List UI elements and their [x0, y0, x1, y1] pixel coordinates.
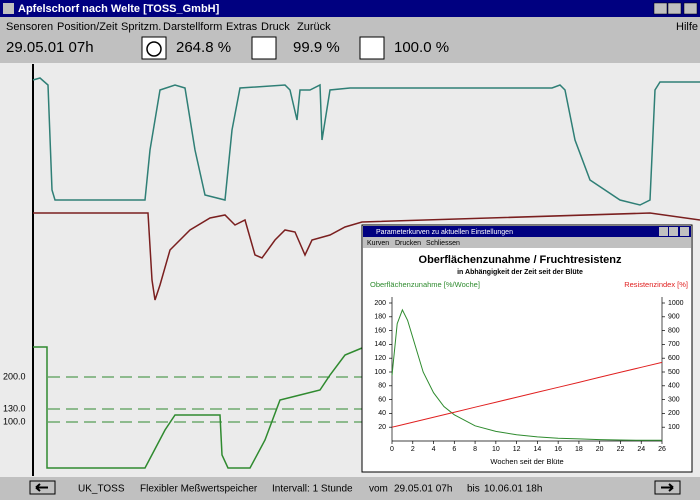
- apple-icon: [146, 41, 162, 57]
- x-tick-label: 22: [617, 446, 625, 453]
- chart-title: Oberflächenzunahme / Fruchtresistenz: [419, 254, 622, 266]
- y-tick-label: 180: [374, 314, 386, 321]
- reading: 100.0 %: [394, 39, 449, 56]
- x-tick-label: 20: [596, 446, 604, 453]
- x-tick-label: 8: [473, 446, 477, 453]
- level-label: 100.0: [3, 416, 26, 426]
- y2-tick-label: 600: [668, 355, 680, 362]
- status-text: 29.05.01 07h: [394, 484, 452, 495]
- x-tick-label: 12: [513, 446, 521, 453]
- y2-tick-label: 500: [668, 369, 680, 376]
- level-label: 200.0: [3, 371, 26, 381]
- trace: [33, 212, 700, 301]
- menu-item[interactable]: Darstellform: [163, 21, 222, 33]
- x-tick-label: 2: [411, 446, 415, 453]
- status-text: bis: [467, 484, 480, 495]
- maximize-button[interactable]: [667, 2, 682, 15]
- close-button[interactable]: [683, 2, 698, 15]
- y2-tick-label: 800: [668, 327, 680, 334]
- x-tick-label: 4: [432, 446, 436, 453]
- reading: 99.9 %: [293, 39, 340, 56]
- x-tick-label: 0: [390, 446, 394, 453]
- x-tick-label: 10: [492, 446, 500, 453]
- status-text: Flexibler Meßwertspeicher: [140, 484, 258, 495]
- y-tick-label: 80: [378, 383, 386, 390]
- level-label: 130.0: [3, 403, 26, 413]
- popup-menu-bar: [363, 237, 691, 248]
- y-tick-label: 140: [374, 341, 386, 348]
- y-tick-label: 60: [378, 396, 386, 403]
- title-bar: [0, 0, 700, 17]
- arrow-icon: [35, 483, 48, 492]
- chart-subtitle: in Abhängigkeit der Zeit seit der Blüte: [457, 269, 583, 276]
- y-tick-label: 40: [378, 410, 386, 417]
- trace: [32, 77, 700, 206]
- popup-title: Parameterkurven zu aktuellen Einstellung…: [376, 229, 513, 236]
- arrow-icon: [661, 483, 674, 492]
- menu-item[interactable]: Druck: [261, 21, 290, 33]
- x-tick-label: 18: [575, 446, 583, 453]
- menu-item[interactable]: Drucken: [395, 240, 421, 247]
- y-tick-label: 200: [374, 300, 386, 307]
- menu-item[interactable]: Extras: [226, 21, 258, 33]
- y2-tick-label: 1000: [668, 300, 684, 307]
- reading: 264.8 %: [176, 39, 231, 56]
- trace: [33, 346, 363, 469]
- y2-tick-label: 300: [668, 396, 680, 403]
- y2-tick-label: 200: [668, 410, 680, 417]
- menu-item[interactable]: Hilfe: [676, 21, 698, 33]
- y2-tick-label: 900: [668, 314, 680, 321]
- system-menu[interactable]: [3, 3, 14, 14]
- menu-item[interactable]: Schliessen: [426, 240, 460, 247]
- status-text: Intervall: 1 Stunde: [272, 484, 353, 495]
- status-text: UK_TOSS: [78, 484, 125, 495]
- y2-tick-label: 100: [668, 424, 680, 431]
- y2-tick-label: 400: [668, 383, 680, 390]
- menu-item[interactable]: Position/Zeit: [57, 21, 118, 33]
- minimize-button[interactable]: [659, 227, 668, 236]
- popup-title-bar: [363, 226, 691, 237]
- popup-window: Parameterkurven zu aktuellen Einstellung…: [361, 224, 693, 473]
- x-tick-label: 24: [637, 446, 645, 453]
- series-line: [391, 308, 662, 441]
- x-axis-label: Wochen seit der Blüte: [490, 457, 563, 466]
- y-tick-label: 100: [374, 369, 386, 376]
- minimize-button[interactable]: [653, 2, 668, 15]
- close-button[interactable]: [680, 227, 689, 236]
- y2-tick-label: 700: [668, 341, 680, 348]
- y-tick-label: 20: [378, 424, 386, 431]
- popup-frame: [361, 224, 693, 473]
- status-text: vom: [369, 484, 388, 495]
- y-tick-label: 160: [374, 327, 386, 334]
- menu-item[interactable]: Sensoren: [6, 21, 53, 33]
- menu-item[interactable]: Kurven: [367, 240, 389, 247]
- menu-item[interactable]: Zurück: [297, 21, 331, 33]
- datetime: 29.05.01 07h: [6, 39, 94, 56]
- status-text: 10.06.01 18h: [484, 484, 542, 495]
- y2-axis-label: Resistenzindex [%]: [624, 280, 688, 289]
- maximize-button[interactable]: [669, 227, 678, 236]
- series-line: [391, 361, 663, 428]
- x-tick-label: 6: [452, 446, 456, 453]
- x-tick-label: 14: [533, 446, 541, 453]
- y-tick-label: 120: [374, 355, 386, 362]
- menu-item[interactable]: Spritzm.: [121, 21, 161, 33]
- x-tick-label: 16: [554, 446, 562, 453]
- y-axis-label: Oberflächenzunahme [%/Woche]: [370, 280, 480, 289]
- icon-button[interactable]: [251, 36, 277, 60]
- icon-button[interactable]: [359, 36, 385, 60]
- x-tick-label: 26: [658, 446, 666, 453]
- window-title: Apfelschorf nach Welte [TOSS_GmbH]: [18, 3, 220, 15]
